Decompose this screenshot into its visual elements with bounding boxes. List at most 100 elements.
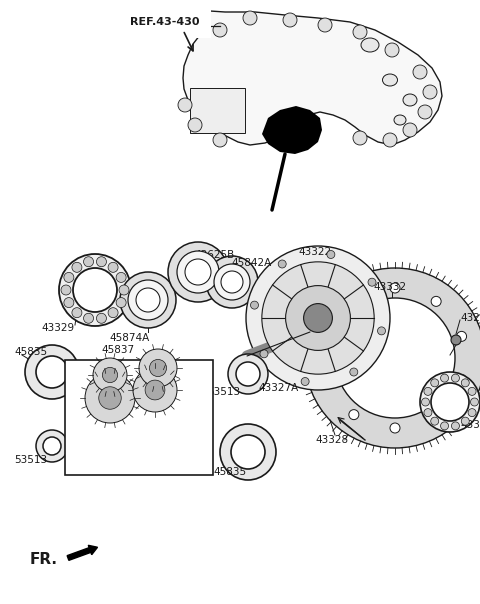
Circle shape xyxy=(168,242,228,302)
Circle shape xyxy=(99,387,121,410)
Circle shape xyxy=(185,259,211,285)
Circle shape xyxy=(441,422,448,430)
Circle shape xyxy=(177,251,219,293)
Circle shape xyxy=(116,298,126,307)
Circle shape xyxy=(301,378,309,385)
Circle shape xyxy=(96,313,107,323)
Circle shape xyxy=(418,105,432,119)
Circle shape xyxy=(318,18,332,32)
Circle shape xyxy=(304,304,332,332)
Polygon shape xyxy=(262,106,322,154)
Circle shape xyxy=(431,417,439,425)
Text: 53513: 53513 xyxy=(207,387,240,397)
Circle shape xyxy=(231,435,265,469)
Circle shape xyxy=(119,285,129,295)
Circle shape xyxy=(335,298,455,418)
Ellipse shape xyxy=(383,74,397,86)
Circle shape xyxy=(214,264,250,300)
Circle shape xyxy=(139,349,177,387)
Circle shape xyxy=(368,278,376,286)
Circle shape xyxy=(385,43,399,57)
Circle shape xyxy=(423,85,437,99)
Circle shape xyxy=(283,13,297,27)
Circle shape xyxy=(108,262,118,272)
Circle shape xyxy=(451,335,461,345)
Circle shape xyxy=(43,437,61,455)
Circle shape xyxy=(403,123,417,137)
Circle shape xyxy=(327,251,335,259)
Circle shape xyxy=(413,65,427,79)
Circle shape xyxy=(353,131,367,145)
Circle shape xyxy=(383,133,397,147)
Circle shape xyxy=(424,387,432,396)
Circle shape xyxy=(116,272,126,283)
Circle shape xyxy=(213,23,227,37)
Circle shape xyxy=(431,383,469,421)
Circle shape xyxy=(431,297,441,306)
Circle shape xyxy=(324,332,334,341)
Text: 43327A: 43327A xyxy=(258,383,298,393)
Text: 45837: 45837 xyxy=(101,345,134,355)
Text: REF.43-430: REF.43-430 xyxy=(130,17,200,27)
Text: FR.: FR. xyxy=(30,553,58,568)
Ellipse shape xyxy=(394,115,406,125)
Ellipse shape xyxy=(403,94,417,106)
Circle shape xyxy=(431,379,439,387)
Circle shape xyxy=(350,368,358,376)
Circle shape xyxy=(188,118,202,132)
Circle shape xyxy=(251,301,259,309)
Circle shape xyxy=(236,362,260,386)
Circle shape xyxy=(456,332,467,341)
Circle shape xyxy=(421,398,430,406)
Circle shape xyxy=(286,286,350,350)
Circle shape xyxy=(102,367,118,383)
Text: 45835: 45835 xyxy=(214,467,247,477)
Circle shape xyxy=(96,257,107,267)
Circle shape xyxy=(36,430,68,462)
Circle shape xyxy=(108,307,118,318)
Text: 43328: 43328 xyxy=(315,435,348,445)
Circle shape xyxy=(206,256,258,308)
Circle shape xyxy=(72,307,82,318)
Circle shape xyxy=(73,268,117,312)
Circle shape xyxy=(221,271,243,293)
Text: 43332: 43332 xyxy=(373,282,407,292)
Text: 53513: 53513 xyxy=(14,455,47,465)
Text: 43322: 43322 xyxy=(299,247,332,257)
Circle shape xyxy=(213,133,227,147)
Text: 45835: 45835 xyxy=(14,347,47,357)
Circle shape xyxy=(133,368,177,412)
Circle shape xyxy=(441,374,448,382)
Ellipse shape xyxy=(361,38,379,52)
FancyArrow shape xyxy=(67,545,97,561)
Circle shape xyxy=(136,288,160,312)
Circle shape xyxy=(93,358,127,392)
Circle shape xyxy=(243,11,257,25)
Circle shape xyxy=(149,359,167,376)
Bar xyxy=(190,88,245,133)
Circle shape xyxy=(246,246,390,390)
Circle shape xyxy=(84,313,94,323)
Circle shape xyxy=(377,327,385,335)
Circle shape xyxy=(452,422,459,430)
Circle shape xyxy=(353,25,367,39)
Circle shape xyxy=(468,387,476,396)
Circle shape xyxy=(456,374,467,385)
Circle shape xyxy=(178,98,192,112)
Circle shape xyxy=(260,350,268,358)
Circle shape xyxy=(431,410,441,420)
Circle shape xyxy=(390,423,400,433)
Circle shape xyxy=(468,409,476,417)
Circle shape xyxy=(84,257,94,267)
Circle shape xyxy=(424,409,432,417)
Text: 45874A: 45874A xyxy=(110,333,150,343)
Circle shape xyxy=(64,272,74,283)
Circle shape xyxy=(420,372,480,432)
Circle shape xyxy=(64,298,74,307)
Polygon shape xyxy=(145,10,442,145)
Text: 43625B: 43625B xyxy=(195,250,235,260)
Circle shape xyxy=(145,380,165,400)
Circle shape xyxy=(390,283,400,293)
Circle shape xyxy=(72,262,82,272)
Circle shape xyxy=(128,280,168,320)
